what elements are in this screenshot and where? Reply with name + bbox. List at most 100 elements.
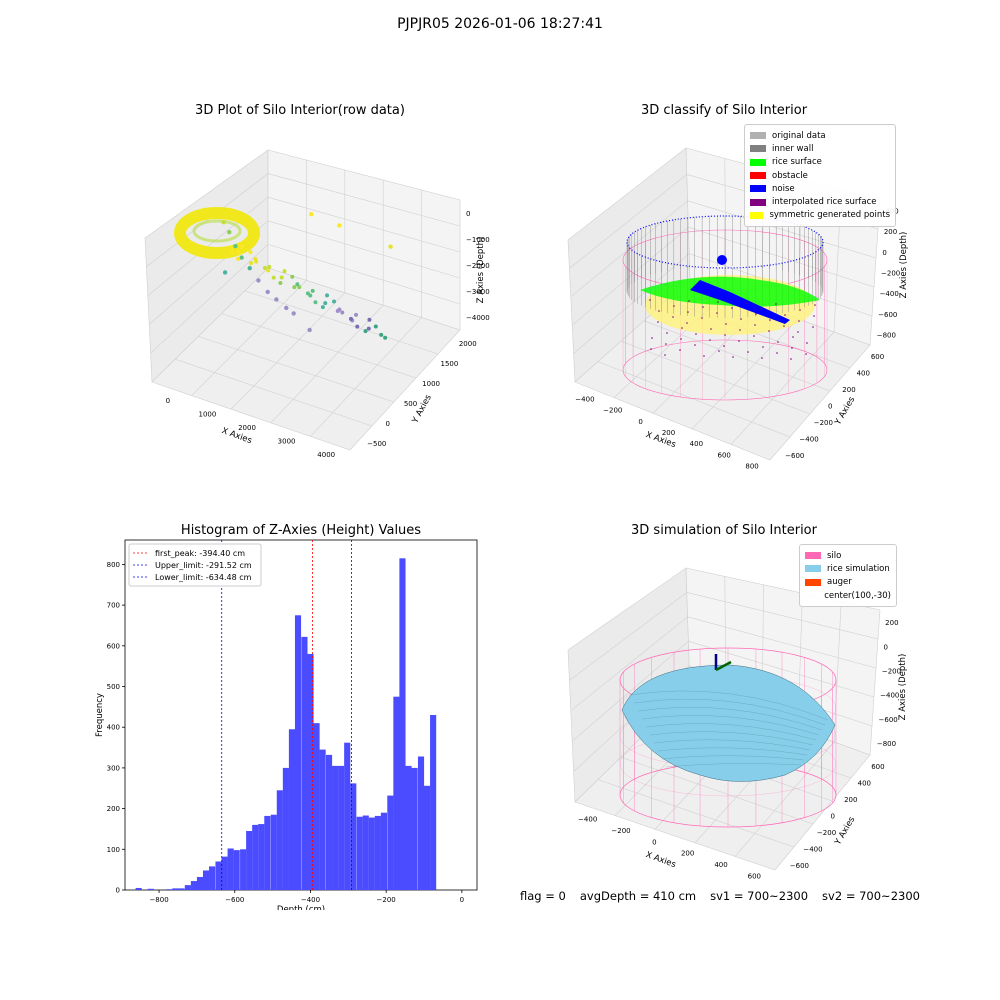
chart1-z-tick: −2000 xyxy=(466,262,490,270)
chart1-point xyxy=(354,312,359,317)
chart2-interp-dot xyxy=(777,341,779,343)
chart3-bar xyxy=(264,815,271,890)
chart3-x-tick: −400 xyxy=(301,896,320,904)
chart2-interp-dot xyxy=(695,333,697,335)
chart4-legend-swatch xyxy=(805,592,818,599)
chart1-point xyxy=(367,317,372,322)
chart2-gridline xyxy=(620,340,811,415)
chart4-z-tick: −800 xyxy=(877,740,896,748)
chart3-bar xyxy=(338,765,345,890)
chart1-point xyxy=(366,326,371,331)
chart3-bar xyxy=(362,815,369,890)
chart4-rice-surface xyxy=(621,664,836,782)
chart1-point xyxy=(249,261,254,266)
chart2-gridline xyxy=(569,174,687,269)
chart2-legend-swatch xyxy=(750,185,766,193)
chart3-bar xyxy=(393,696,400,890)
chart1-point xyxy=(230,251,234,255)
chart2-legend-label: noise xyxy=(772,183,795,194)
chart1-x-tick: 0 xyxy=(166,397,170,405)
chart2-interp-dot xyxy=(650,348,652,350)
chart3-bar xyxy=(307,653,314,890)
chart1-gridline xyxy=(267,244,461,305)
chart2-interp-dot xyxy=(746,302,748,304)
chart3-x-tick: 0 xyxy=(460,896,464,904)
chart1-point xyxy=(348,316,353,321)
chart1-y-label: Y Axies xyxy=(410,393,434,426)
chart1-point xyxy=(290,274,295,279)
chart2-interp-dot xyxy=(724,334,726,336)
chart4-gridline xyxy=(572,640,689,742)
chart1-gridline xyxy=(175,358,373,427)
chart4-x-tick: 600 xyxy=(748,872,761,880)
chart3-bar xyxy=(294,615,302,890)
chart4-data xyxy=(619,647,837,828)
chart1-point xyxy=(248,250,253,255)
chart2-gridline xyxy=(570,200,688,298)
chart3-bar xyxy=(246,830,253,890)
chart1-y-tick: −500 xyxy=(367,440,386,448)
chart1-point xyxy=(239,255,244,260)
chart1-y-tick: 1500 xyxy=(441,360,459,368)
chart4-y-tick: 0 xyxy=(831,813,835,821)
chart2-legend: original data inner wall rice surface obsta… xyxy=(744,124,896,228)
chart4-y-tick: 200 xyxy=(844,796,857,804)
chart2-interp-dot xyxy=(718,350,720,352)
chart3-bar xyxy=(178,888,185,890)
chart2-title: 3D classify of Silo Interior xyxy=(640,103,808,118)
chart1-point xyxy=(379,332,384,337)
chart2-interp-dot xyxy=(755,313,757,315)
chart3-bar xyxy=(368,817,375,890)
chart3-y-tick: 600 xyxy=(107,642,120,650)
chart2-legend-label: original data xyxy=(772,130,826,141)
chart4-gridline xyxy=(734,741,835,857)
chart1-pane-floor xyxy=(151,267,461,451)
chart1-point xyxy=(279,275,284,280)
chart1-point xyxy=(340,310,345,315)
chart2-interp-dot xyxy=(694,344,696,346)
chart2-y-tick: 200 xyxy=(842,386,855,394)
chart2-interp-dot xyxy=(651,337,653,339)
chart3-bar xyxy=(424,785,431,890)
chart1-y-tick: 500 xyxy=(404,400,417,408)
chart1-point xyxy=(337,307,342,312)
chart4-rice-mesh xyxy=(641,715,820,736)
chart1-point xyxy=(305,291,310,296)
chart2-interp-dot xyxy=(797,331,799,333)
chart1-z-tick: −1000 xyxy=(466,236,490,244)
chart2-gridline xyxy=(643,320,831,392)
chart1-point xyxy=(292,285,297,290)
chart2-interp-dot xyxy=(754,324,756,326)
chart2-legend-swatch xyxy=(750,145,766,153)
chart2-interp-dot xyxy=(716,312,718,314)
chart2-interp-dot xyxy=(760,308,762,310)
chart2-gridline xyxy=(687,200,877,259)
chart4-legend-label: silo xyxy=(827,550,842,561)
figure-suptitle: PJPJR05 2026-01-06 18:27:41 xyxy=(397,16,603,32)
chart2-interp-dot xyxy=(649,299,651,301)
chart2-gridline xyxy=(724,158,727,294)
chart3-bar xyxy=(405,765,412,890)
chart3-bar xyxy=(399,558,406,890)
chart4-z-label: Z Axies (Depth) xyxy=(898,654,908,721)
chart1-point xyxy=(247,265,252,271)
chart2-interp-dot xyxy=(657,321,659,323)
chart4-legend-entry: center(100,-30) xyxy=(805,589,891,602)
chart2-interp-dot xyxy=(710,328,712,330)
chart3-y-tick: 700 xyxy=(107,602,120,610)
chart3-bar xyxy=(270,814,277,890)
chart2-interp-dot xyxy=(768,330,770,332)
chart3-bar xyxy=(202,870,210,890)
chart2-legend-entry: interpolated rice surface xyxy=(750,195,890,208)
chart1-gridline xyxy=(198,336,395,403)
chart4-z-tick: −200 xyxy=(882,667,901,675)
footer-sv1: sv1 = 700~2300 xyxy=(710,889,809,903)
chart4-rice-mesh xyxy=(657,747,808,756)
chart4-x-tick: 400 xyxy=(714,861,727,869)
chart1-point xyxy=(313,300,318,305)
chart4-legend: silo rice simulation auger center(100,-30) xyxy=(799,544,897,608)
chart2-interp-dot xyxy=(686,322,688,324)
chart2-legend-label: interpolated rice surface xyxy=(772,197,877,208)
chart2-interp-dot xyxy=(783,325,785,327)
chart2-interp-dot xyxy=(709,339,711,341)
